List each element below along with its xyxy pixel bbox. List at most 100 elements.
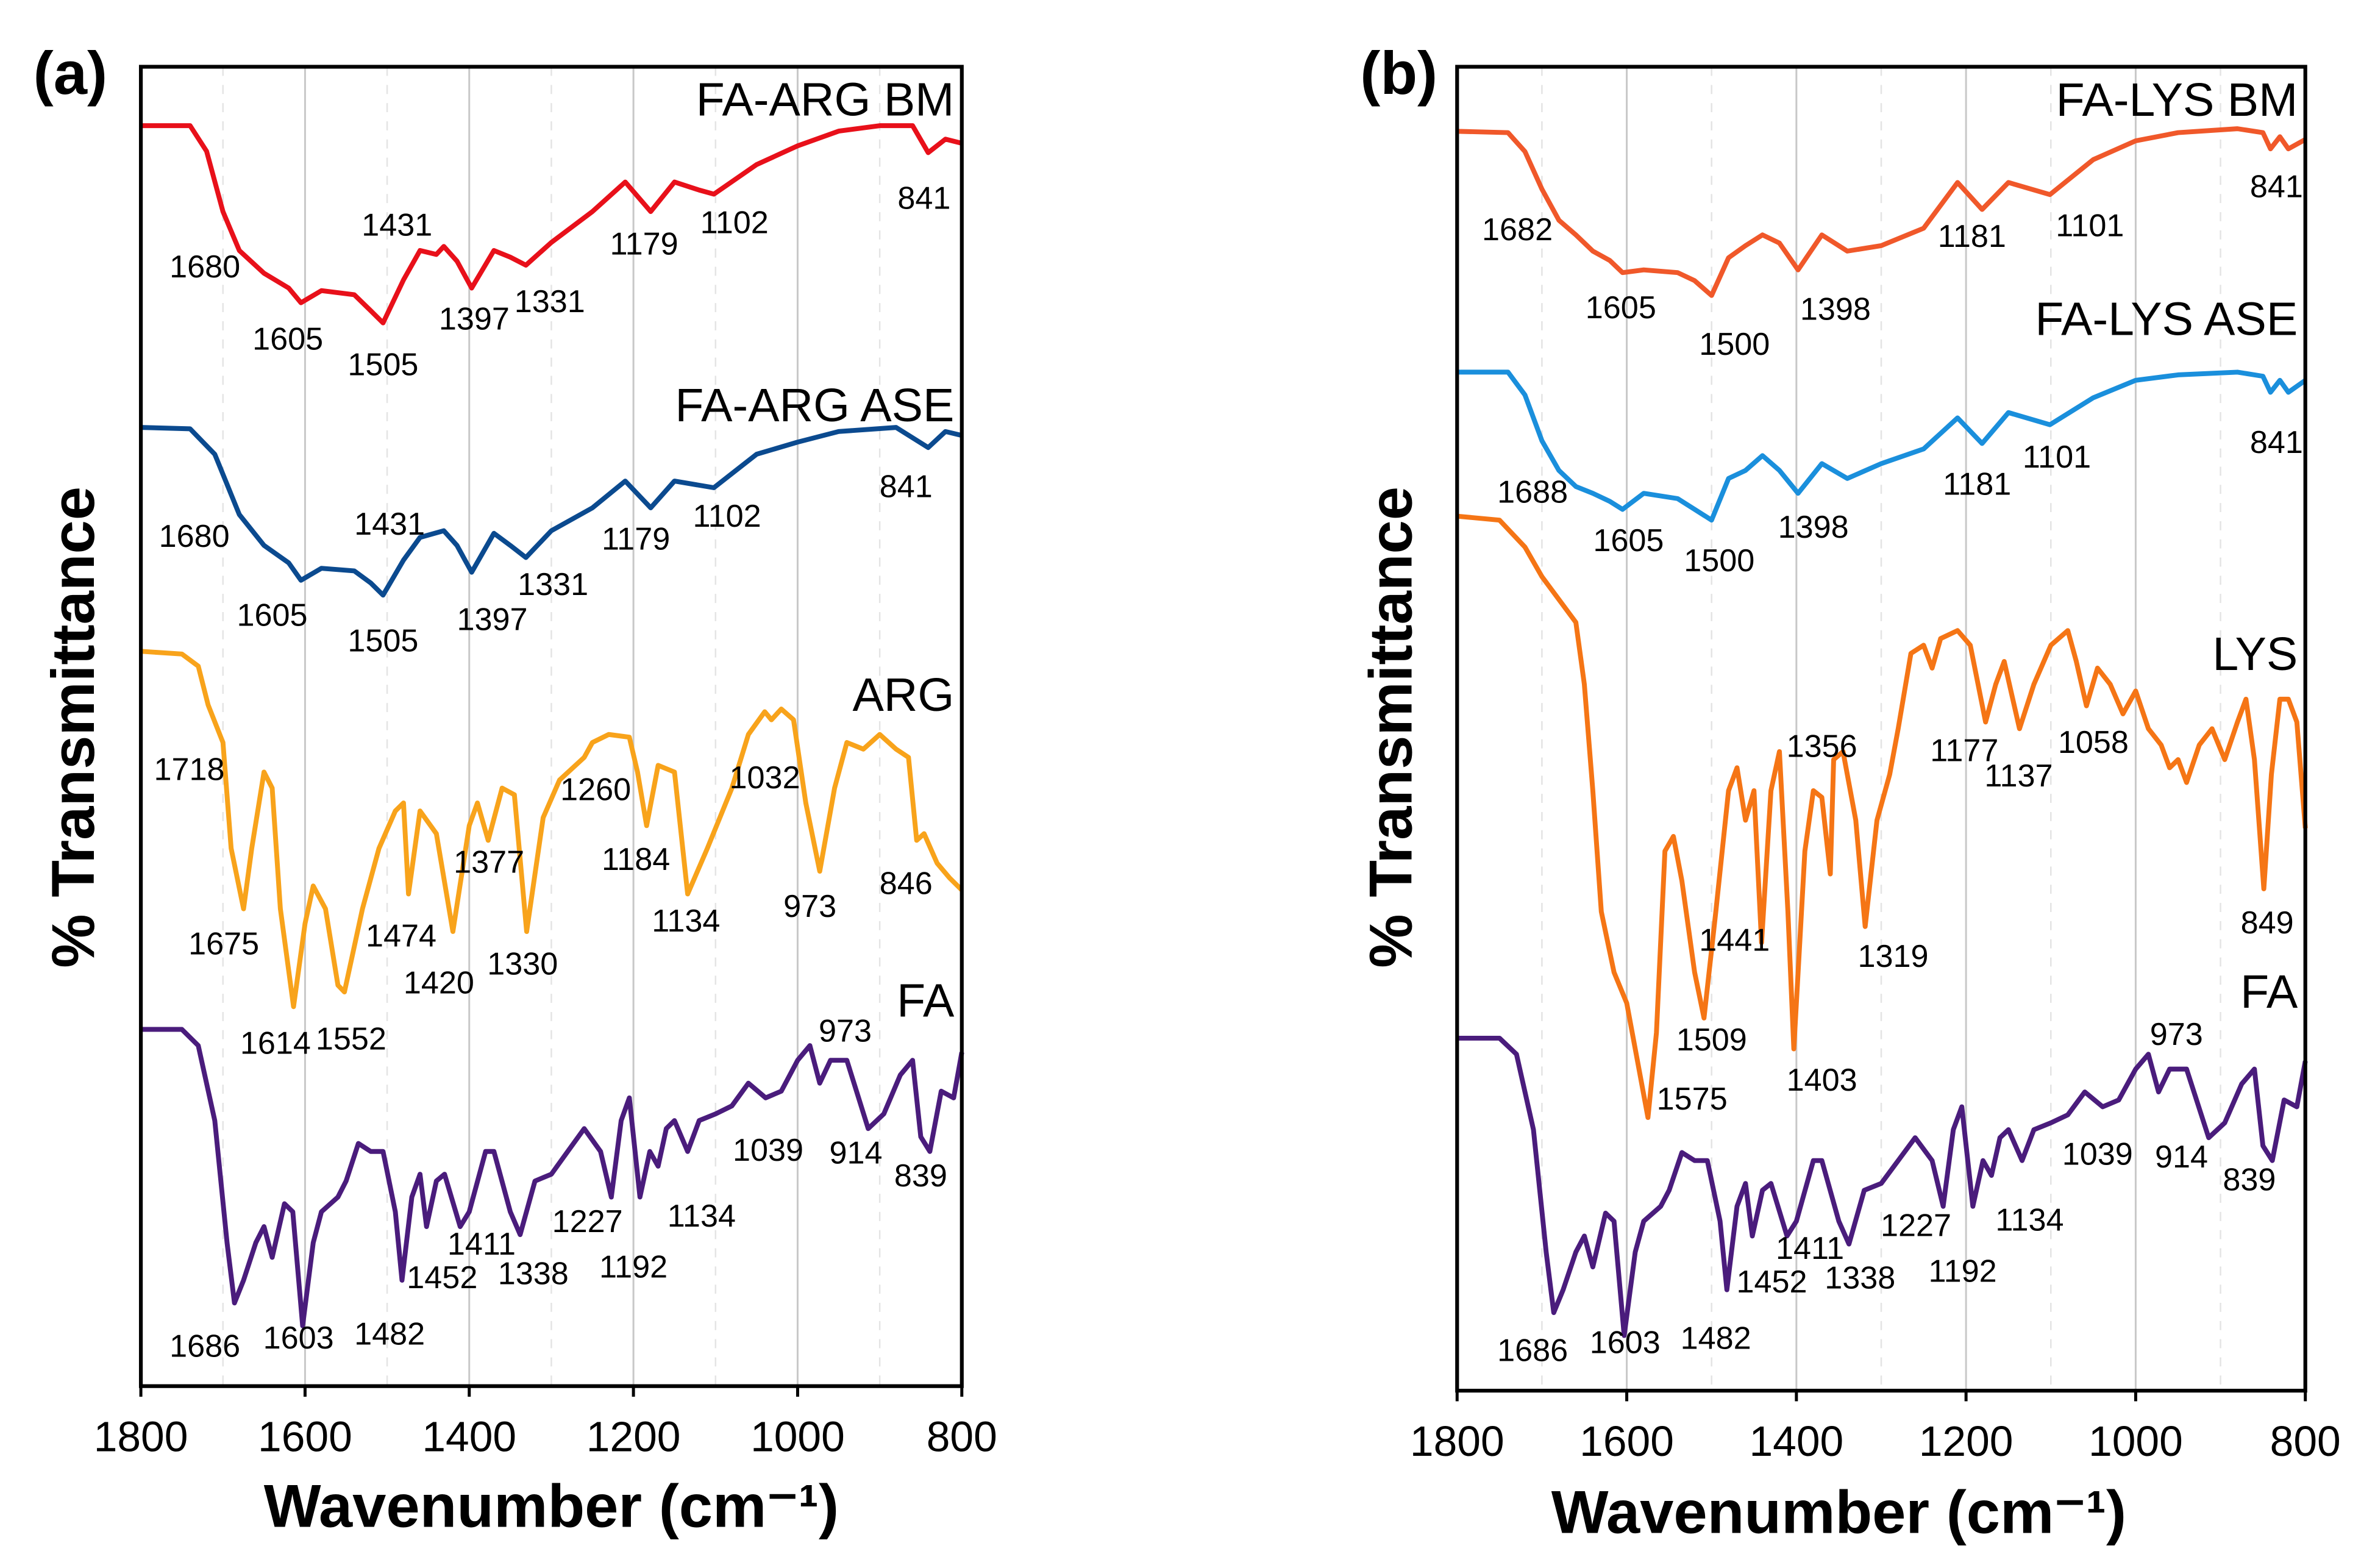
peak-label: 1330 <box>487 947 558 982</box>
peak-label: 1192 <box>1928 1253 1996 1289</box>
peak-label: 1552 <box>316 1022 386 1057</box>
peak-label: 1411 <box>447 1227 516 1262</box>
peak-label: 1102 <box>700 205 769 240</box>
peak-label: 1420 <box>404 965 474 1000</box>
x-tick-label: 1200 <box>1919 1417 2014 1465</box>
series-title: FA <box>897 975 955 1027</box>
peak-label: 1181 <box>1943 466 2011 502</box>
peak-label: 1474 <box>366 918 436 953</box>
peak-label: 1614 <box>240 1025 311 1061</box>
series-line <box>140 425 963 598</box>
peak-label: 973 <box>2150 1017 2203 1052</box>
peak-label: 1331 <box>515 284 585 319</box>
peak-label: 846 <box>880 866 933 902</box>
peak-label: 1227 <box>552 1204 623 1239</box>
x-axis-label-a: Wavenumber (cm⁻¹) <box>264 1473 839 1541</box>
x-tick-label: 1200 <box>586 1413 681 1461</box>
series-line <box>141 1027 964 1328</box>
peak-label: 1575 <box>1657 1082 1728 1117</box>
series-title: FA-ARG ASE <box>675 379 954 432</box>
peak-label: 1338 <box>498 1256 569 1292</box>
peak-label: 1505 <box>347 624 418 659</box>
peak-label: 1452 <box>407 1260 477 1295</box>
peak-label: 1260 <box>560 772 631 808</box>
panel-b: (b) % Transmittance Wavenumber (cm⁻¹) 18… <box>1358 40 2341 1546</box>
peak-label: 1134 <box>652 903 720 939</box>
peak-label: 839 <box>894 1158 947 1194</box>
peak-label: 1680 <box>169 249 240 285</box>
peak-label: 1179 <box>610 226 678 262</box>
peak-label: 1356 <box>1787 729 1857 764</box>
peak-label: 1398 <box>1778 510 1849 545</box>
panel-label-b: (b) <box>1360 40 1437 107</box>
peak-label: 1377 <box>454 844 524 880</box>
peak-label: 1431 <box>361 208 432 243</box>
series-fa-lys-bm: FA-LYS BM 1682 1605 1500 1398 1181 1101 841 <box>1457 74 2307 362</box>
panel-a: (a) % Transmittance Wavenumber (cm⁻¹) 18… <box>34 40 997 1541</box>
peak-label: 1032 <box>730 760 800 796</box>
peak-label: 1398 <box>1800 291 1871 327</box>
peak-label: 1500 <box>1684 543 1754 579</box>
peak-label: 841 <box>897 181 950 216</box>
peak-label: 1603 <box>263 1320 334 1356</box>
peak-label: 973 <box>783 889 836 924</box>
series-title: FA-ARG BM <box>696 74 955 126</box>
peak-label: 1184 <box>602 842 670 877</box>
x-tick-label: 1600 <box>258 1413 352 1461</box>
peak-label: 1482 <box>354 1317 425 1352</box>
peak-label: 1101 <box>2056 208 2124 244</box>
series-title: ARG <box>852 669 954 721</box>
peak-label: 1102 <box>693 499 761 534</box>
peak-label: 1682 <box>1482 212 1553 248</box>
series-title: FA-LYS BM <box>2056 74 2298 126</box>
peak-label: 839 <box>2223 1162 2276 1197</box>
peak-label: 1605 <box>1586 290 1656 326</box>
peak-label: 1039 <box>2062 1136 2133 1172</box>
plot-frame <box>138 65 964 1388</box>
peak-label: 1338 <box>1825 1260 1895 1295</box>
peak-label: 1058 <box>2058 725 2129 760</box>
x-tick-label: 800 <box>2270 1417 2341 1465</box>
peak-label: 1319 <box>1857 939 1928 974</box>
peak-label: 1331 <box>518 567 588 602</box>
peak-label: 1192 <box>599 1250 668 1285</box>
peak-label: 973 <box>819 1014 872 1049</box>
peak-label: 1509 <box>1676 1022 1747 1058</box>
peak-label: 1134 <box>668 1199 736 1234</box>
peak-label: 1179 <box>602 521 670 557</box>
plot-frame <box>1455 65 2307 1393</box>
peak-label: 1605 <box>252 322 323 357</box>
series-arg: ARG 1718 1675 1614 1552 1474 1420 1377 1330 1260 1… <box>140 649 964 1061</box>
series-title: LYS <box>2212 628 2298 680</box>
series-title: FA-LYS ASE <box>2035 293 2298 346</box>
peak-label: 841 <box>2250 169 2303 205</box>
series-fa-lys-ase: FA-LYS ASE 1688 1605 1500 1398 1181 1101 841 <box>1457 293 2307 579</box>
peak-label: 1686 <box>169 1328 240 1364</box>
peak-label: 1686 <box>1497 1333 1568 1369</box>
panel-label-a: (a) <box>34 40 107 107</box>
peak-label: 1500 <box>1699 327 1770 362</box>
series-line <box>1457 1035 2308 1338</box>
peak-label: 1441 <box>1699 922 1770 958</box>
x-tick-label: 800 <box>927 1413 997 1461</box>
series-line <box>1457 369 2307 523</box>
x-tick-label: 1000 <box>750 1413 845 1461</box>
peak-label: 1680 <box>159 519 230 554</box>
series-line <box>140 649 964 1010</box>
x-tick-label: 1400 <box>1749 1417 1843 1465</box>
y-axis-label-b: % Transmittance <box>1358 486 1425 968</box>
peak-label: 1397 <box>457 602 527 637</box>
series-line <box>1457 126 2307 298</box>
x-tick-label: 1800 <box>94 1413 188 1461</box>
peak-label: 1039 <box>733 1133 803 1168</box>
peak-label: 1605 <box>237 598 308 633</box>
peak-label: 914 <box>2155 1139 2208 1175</box>
peak-label: 1603 <box>1590 1325 1661 1360</box>
peak-label: 1411 <box>1776 1231 1844 1266</box>
peak-label: 1688 <box>1497 475 1568 510</box>
peak-label: 1505 <box>347 347 418 382</box>
peak-label: 1452 <box>1736 1264 1807 1300</box>
